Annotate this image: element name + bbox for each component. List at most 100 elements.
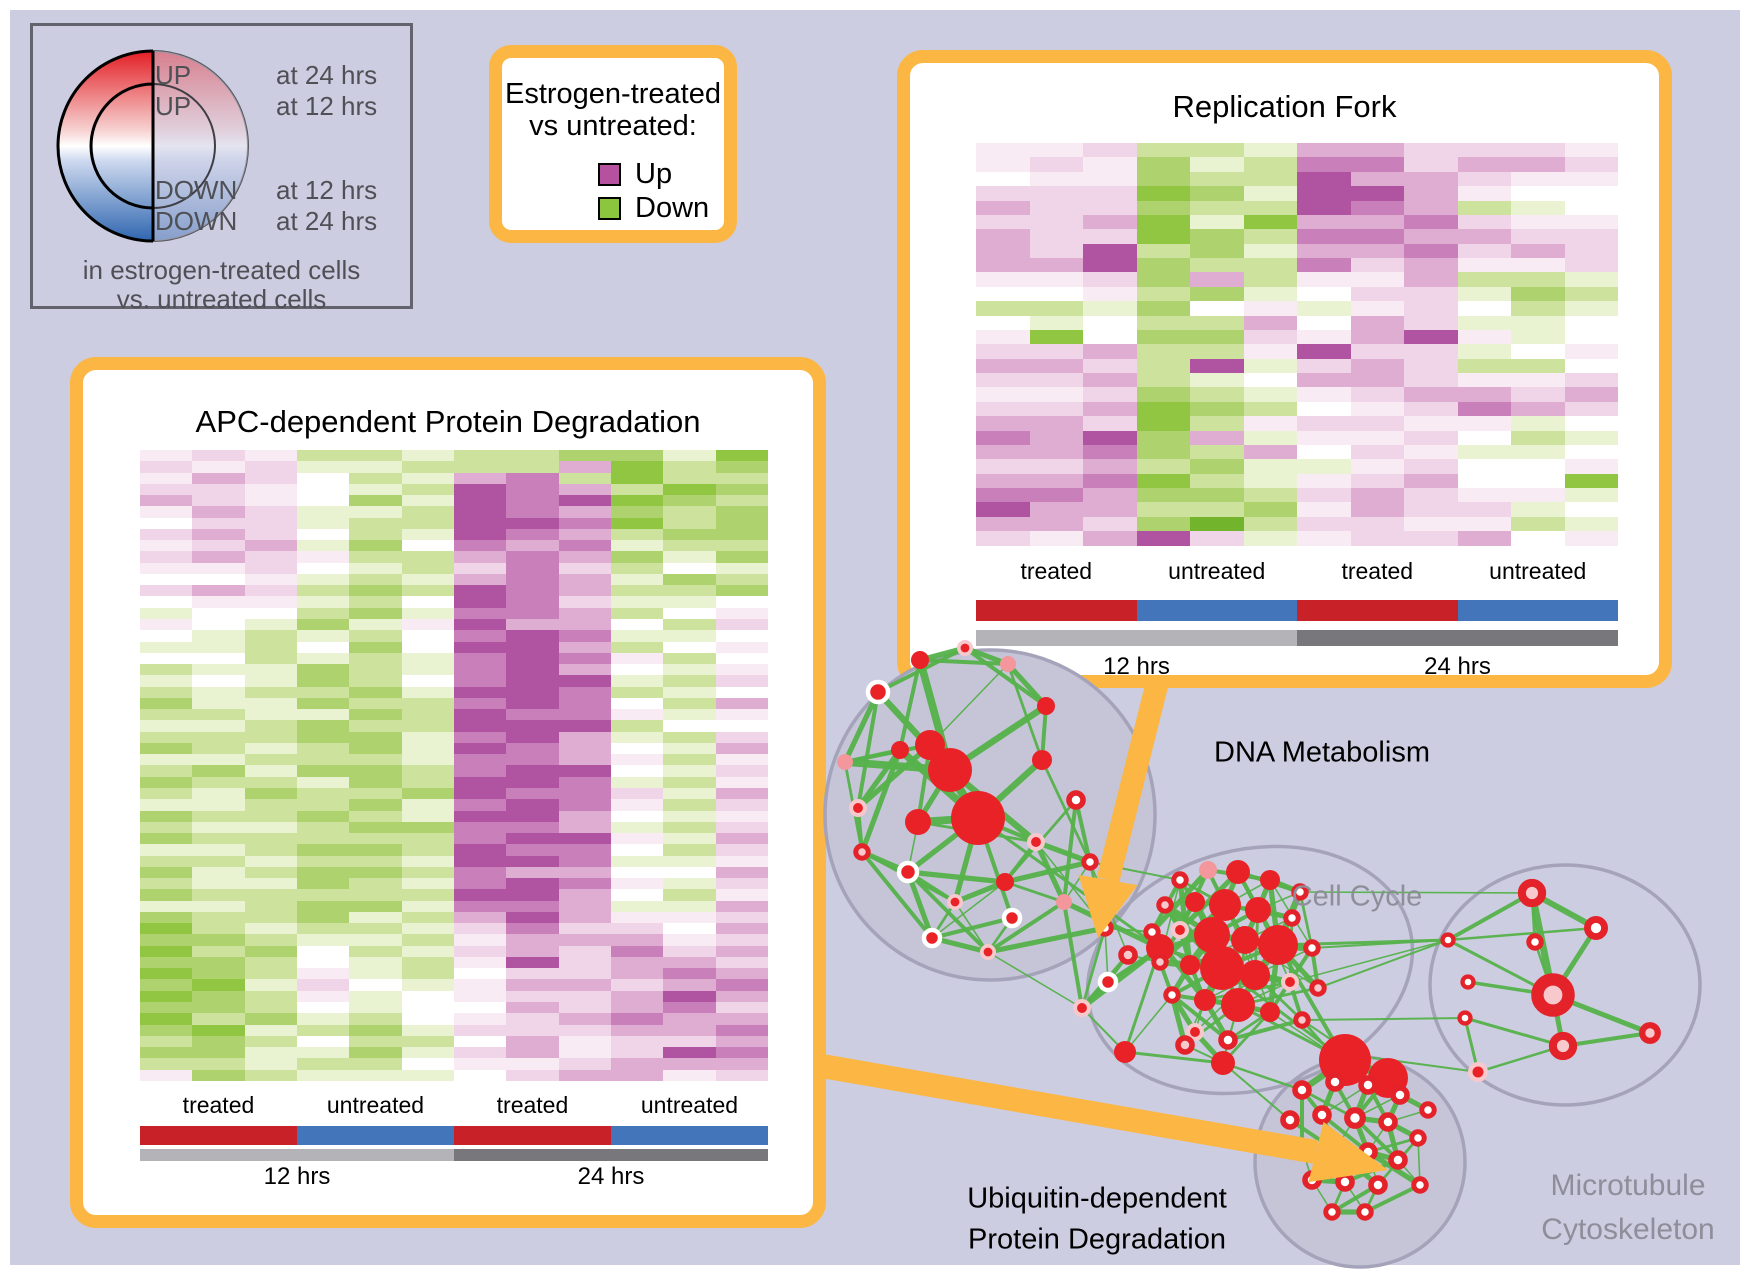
heatmap-cell	[192, 1069, 245, 1081]
heatmap-cell	[192, 979, 245, 991]
heatmap-cell	[610, 1058, 664, 1070]
heatmap-cell	[453, 787, 507, 800]
ring-row-down12-time: at 12 hrs	[276, 175, 378, 205]
heatmap-cell	[610, 1035, 664, 1048]
heatmap-cell	[244, 934, 297, 946]
heatmap-cell	[1029, 229, 1083, 244]
heatmap-cell	[1564, 516, 1618, 532]
heatmap-cell	[140, 765, 193, 777]
heatmap-cell	[1297, 444, 1351, 460]
heatmap-cell	[1029, 143, 1083, 158]
heatmap-cell	[715, 709, 768, 721]
up-label: Up	[635, 158, 673, 190]
heatmap-cell	[1136, 531, 1190, 546]
heatmap-cell	[244, 754, 297, 766]
heatmap-cell	[715, 686, 768, 698]
heatmap-cell	[140, 562, 193, 574]
heatmap-cell	[244, 900, 297, 912]
heatmap-cell	[401, 821, 454, 834]
heatmap-cell	[244, 472, 297, 484]
heatmap-cell	[1083, 430, 1137, 445]
heatmap-cell	[506, 506, 559, 518]
heatmap-cell	[715, 461, 768, 473]
heatmap-cell	[1457, 531, 1511, 546]
heatmap-cell	[1404, 200, 1458, 215]
heatmap-cell	[1029, 315, 1083, 330]
heatmap-cell	[1511, 243, 1565, 258]
heatmap-cell	[453, 1035, 507, 1048]
heatmap-cell	[401, 900, 454, 912]
heatmap-cell	[192, 810, 245, 822]
heatmap-cell	[506, 776, 559, 788]
heatmap-cell	[715, 697, 768, 710]
heatmap-cell	[1404, 143, 1458, 158]
heatmap-cell	[401, 979, 454, 991]
heatmap-cell	[1243, 315, 1297, 330]
heatmap-cell	[715, 866, 768, 879]
heatmap-cell	[1029, 243, 1083, 258]
heatmap-cell	[453, 979, 507, 991]
heatmap-cell	[1404, 229, 1458, 244]
heatmap-cell	[1297, 272, 1351, 287]
heatmap-cell	[296, 821, 350, 834]
heatmap-cell	[558, 697, 611, 710]
heatmap-cell	[140, 754, 193, 766]
heatmap-cell	[610, 506, 664, 518]
heatmap-cell	[192, 472, 245, 484]
heatmap-cell	[558, 664, 611, 676]
heatmap-cell	[1511, 200, 1565, 215]
heatmap-cell	[401, 517, 454, 529]
heatmap-cell	[140, 911, 193, 924]
heatmap-cell	[349, 461, 402, 473]
heatmap-cell	[610, 833, 664, 845]
heatmap-cell	[401, 878, 454, 890]
heatmap-cell	[1297, 171, 1351, 187]
updown-legend-title-1: Estrogen-treated	[504, 78, 721, 110]
heatmap-cell	[401, 1058, 454, 1070]
heatmap-cell	[349, 1035, 402, 1048]
heatmap-cell	[506, 686, 559, 698]
heatmap-cell	[976, 329, 1030, 345]
heatmap-cell	[610, 540, 664, 552]
heatmap-cell	[1404, 387, 1458, 402]
heatmap-cell	[663, 630, 716, 642]
heatmap-cell	[1190, 444, 1244, 460]
apc-condition-bar-treated	[140, 1126, 297, 1145]
heatmap-cell	[244, 1024, 297, 1036]
heatmap-cell	[140, 866, 193, 879]
heatmap-cell	[976, 344, 1030, 359]
apc-time-bar-24hrs	[453, 1149, 768, 1161]
heatmap-cell	[1564, 488, 1618, 503]
heatmap-cell	[244, 821, 297, 834]
heatmap-cell	[558, 1058, 611, 1070]
heatmap-cell	[1457, 416, 1511, 431]
heatmap-cell	[1190, 344, 1244, 359]
heatmap-cell	[1564, 171, 1618, 187]
heatmap-cell	[715, 607, 768, 619]
apc-time-label-24hrs: 24 hrs	[577, 1163, 645, 1190]
rf-condition-bar-treated	[976, 600, 1137, 621]
heatmap-cell	[453, 596, 507, 608]
heatmap-cell	[140, 900, 193, 912]
heatmap-cell	[1297, 344, 1351, 359]
heatmap-cell	[1136, 344, 1190, 359]
heatmap-cell	[192, 956, 245, 969]
heatmap-cell	[1404, 401, 1458, 417]
heatmap-cell	[140, 878, 193, 890]
heatmap-cell	[244, 540, 297, 552]
apc-condition-bar-untreated	[296, 1126, 454, 1145]
heatmap-cell	[1083, 531, 1137, 546]
heatmap-cell	[610, 979, 664, 991]
heatmap-cell	[244, 844, 297, 856]
heatmap-cell	[506, 630, 559, 642]
heatmap-cell	[453, 709, 507, 721]
heatmap-cell	[401, 731, 454, 743]
heatmap-cell	[401, 562, 454, 574]
heatmap-cell	[1404, 373, 1458, 388]
heatmap-cell	[1457, 286, 1511, 302]
heatmap-cell	[1243, 444, 1297, 460]
heatmap-cell	[192, 787, 245, 800]
heatmap-cell	[1404, 243, 1458, 258]
heatmap-cell	[192, 990, 245, 1003]
heatmap-cell	[610, 810, 664, 822]
